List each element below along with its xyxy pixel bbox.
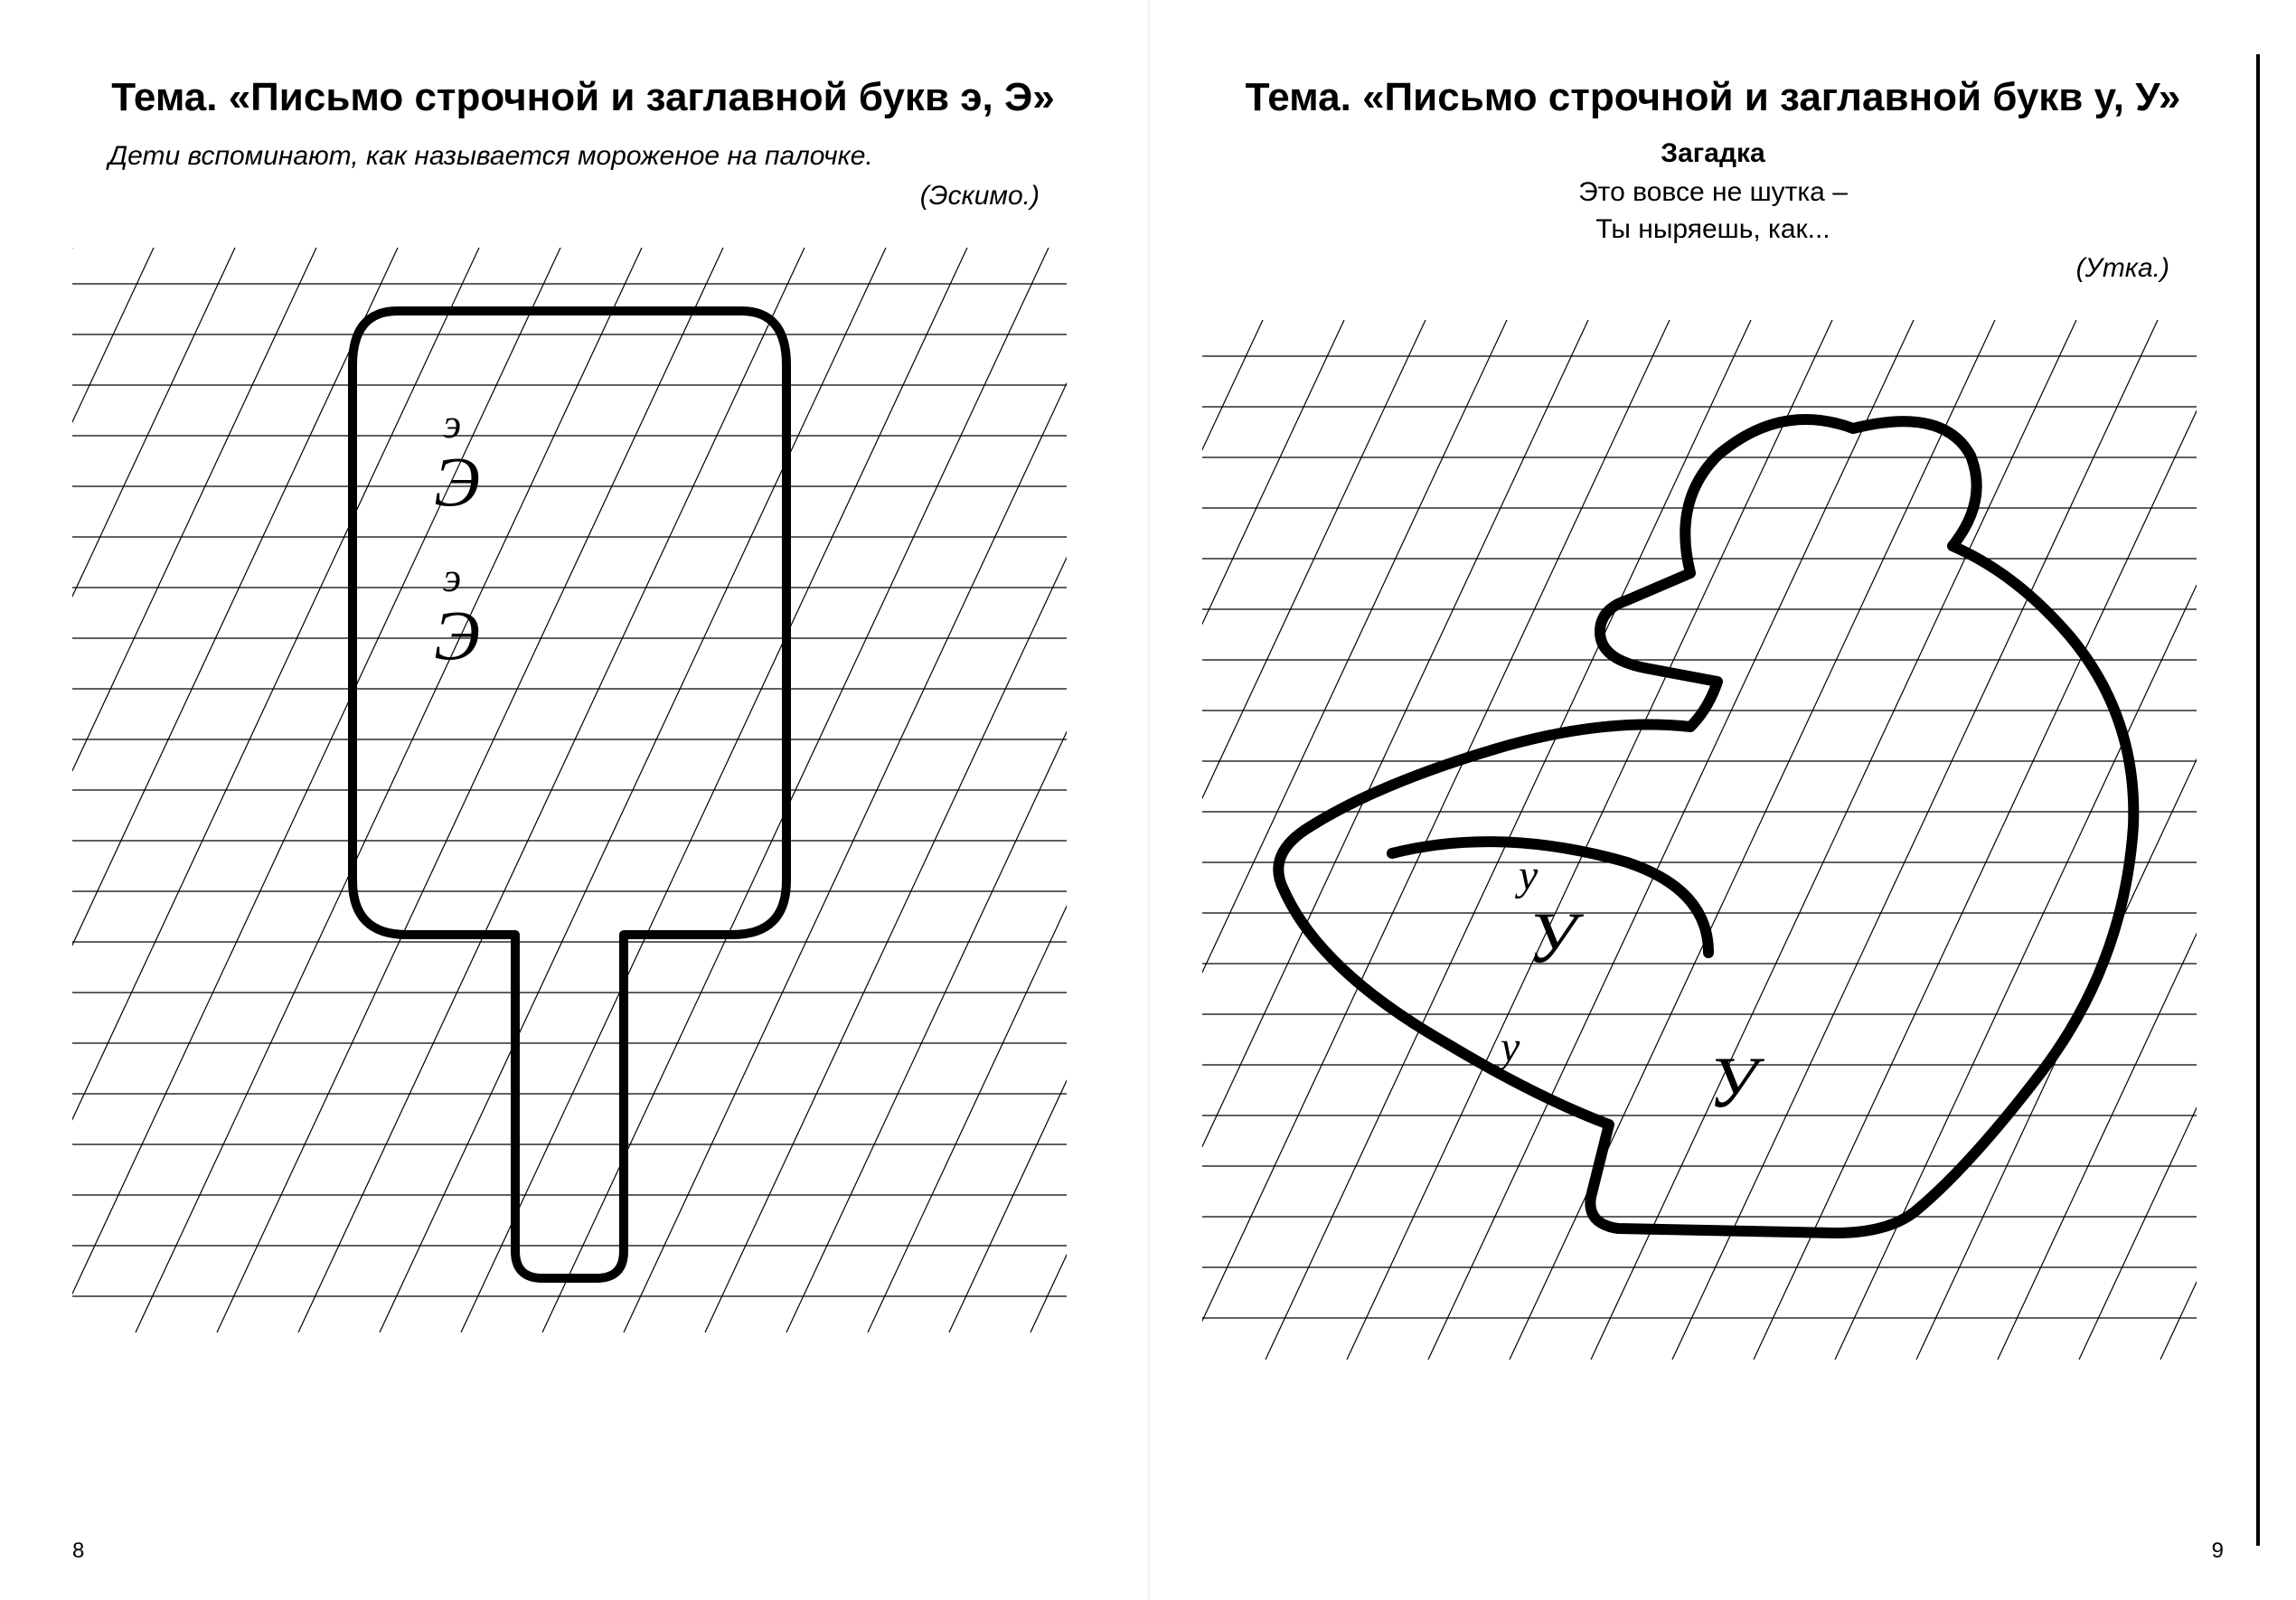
riddle-line-1: Это вовсе не шутка – xyxy=(1202,174,2224,212)
left-figure: э Э э Э xyxy=(72,248,1094,1337)
letter-e-cap-1: Э xyxy=(434,442,480,521)
right-answer: (Утка.) xyxy=(1202,253,2169,284)
riddle-line-2: Ты ныряешь, как... xyxy=(1202,212,2224,249)
page-spread: Тема. «Письмо строчной и заглавной букв … xyxy=(0,0,2296,1600)
letter-u-cap-1: У xyxy=(1528,899,1585,978)
right-figure: у У у У xyxy=(1202,320,2224,1364)
scan-edge xyxy=(2256,54,2260,1546)
left-title: Тема. «Письмо строчной и заглавной букв … xyxy=(72,72,1094,122)
letter-u-cap-2: У xyxy=(1708,1043,1765,1123)
page-number-right: 9 xyxy=(2212,1539,2224,1564)
right-page: Тема. «Письмо строчной и заглавной букв … xyxy=(1148,0,2296,1600)
letter-e-cap-2: Э xyxy=(434,596,480,674)
duck-svg: у У у У xyxy=(1202,320,2197,1360)
duck-outline xyxy=(1278,419,2133,1233)
practice-letters: у У у У xyxy=(1496,852,1765,1123)
page-number-left: 8 xyxy=(72,1539,84,1564)
gutter-fold xyxy=(1148,0,1150,1600)
letter-u-small-1: у xyxy=(1514,852,1539,899)
left-intro: Дети вспоминают, как называется морожено… xyxy=(72,138,1094,175)
left-answer: (Эскимо.) xyxy=(72,181,1040,212)
popsicle-outline xyxy=(353,311,786,1278)
letter-u-small-2: у xyxy=(1496,1023,1520,1071)
left-page: Тема. «Письмо строчной и заглавной букв … xyxy=(0,0,1148,1600)
letter-e-small-1: э xyxy=(443,400,461,447)
right-subtitle: Загадка xyxy=(1202,138,2224,169)
ruling-grid xyxy=(72,248,1067,1332)
popsicle-svg: э Э э Э xyxy=(72,248,1067,1332)
right-title: Тема. «Письмо строчной и заглавной букв … xyxy=(1202,72,2224,122)
letter-e-small-2: э xyxy=(443,554,461,600)
